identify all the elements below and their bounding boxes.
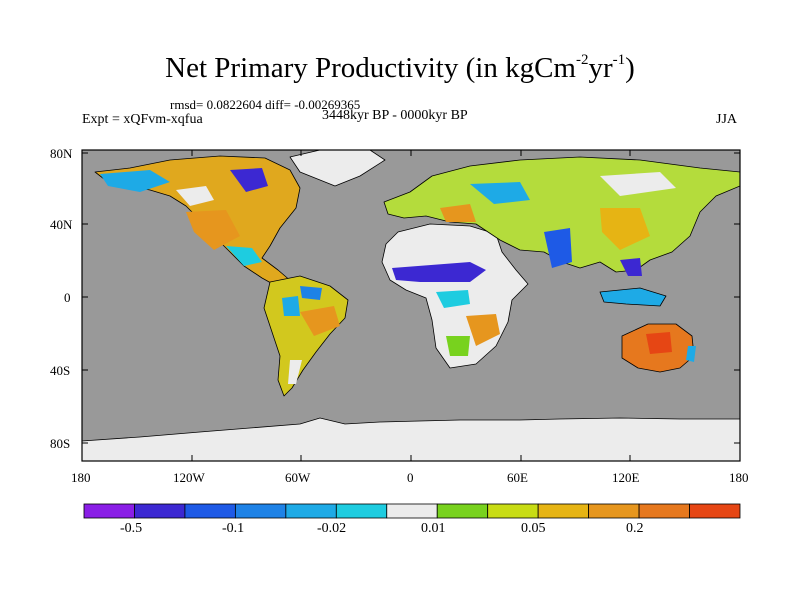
greenland-ice: [289, 150, 386, 187]
colorbar-label-5: 0.05: [521, 521, 546, 536]
lat-label-80n: 80N: [50, 146, 73, 161]
colorbar-label-4: 0.01: [421, 521, 446, 536]
lat-ticks: [82, 152, 740, 444]
stats-text: rmsd= 0.0822604 diff= -0.00269365: [170, 97, 361, 112]
colorbar-swatch: [638, 503, 690, 519]
colorbar-swatch: [285, 503, 337, 519]
colorbar-swatch: [537, 503, 590, 519]
title-mid: yr: [588, 52, 613, 84]
antarctica-ice: [82, 417, 740, 461]
title-exponent-2: -1: [612, 52, 626, 68]
lon-label-180e: 180: [729, 470, 749, 485]
lon-label-60w: 60W: [285, 470, 311, 485]
colorbar-swatch: [588, 503, 640, 519]
colorbar-swatch: [335, 503, 388, 519]
lat-label-0: 0: [64, 290, 71, 305]
lon-label-180w: 180: [71, 470, 91, 485]
title-main: Net Primary Productivity (in kgCm: [165, 52, 576, 84]
colorbar-swatch: [234, 503, 287, 519]
colorbar-swatch: [487, 503, 539, 519]
colorbar-label-2: -0.1: [222, 521, 245, 536]
lon-label-60e: 60E: [507, 470, 528, 485]
npp-anomaly-patches: [100, 168, 696, 384]
colorbar-label-6: 0.2: [626, 521, 644, 536]
lon-label-120w: 120W: [173, 470, 205, 485]
colorbar-swatch: [83, 503, 135, 519]
colorbar-label-1: -0.5: [120, 521, 143, 536]
lat-label-40n: 40N: [50, 217, 73, 232]
colorbar-swatch: [689, 503, 741, 519]
colorbar-label-3: -0.02: [317, 521, 347, 536]
season-label: JJA: [716, 112, 738, 127]
experiment-label: Expt = xQFvm-xqfua: [82, 112, 203, 127]
lon-label-120e: 120E: [612, 470, 640, 485]
title-exponent-1: -2: [575, 52, 589, 68]
colorbar-swatch: [436, 503, 489, 519]
lon-ticks: [81, 150, 741, 461]
lon-label-0: 0: [407, 470, 414, 485]
plot-title: Net Primary Productivity (in kgCm-2yr-1): [0, 52, 800, 85]
colorbar-swatch: [184, 503, 236, 519]
period-label: 3448kyr BP - 0000kyr BP: [322, 108, 468, 123]
lat-label-40s: 40S: [50, 363, 71, 378]
title-end: ): [625, 52, 635, 84]
colorbar-swatch: [386, 503, 438, 519]
lat-label-80s: 80S: [50, 436, 71, 451]
colorbar-swatch: [134, 503, 186, 519]
land-maritime-asia: [599, 287, 667, 307]
colorbar: [83, 503, 741, 519]
